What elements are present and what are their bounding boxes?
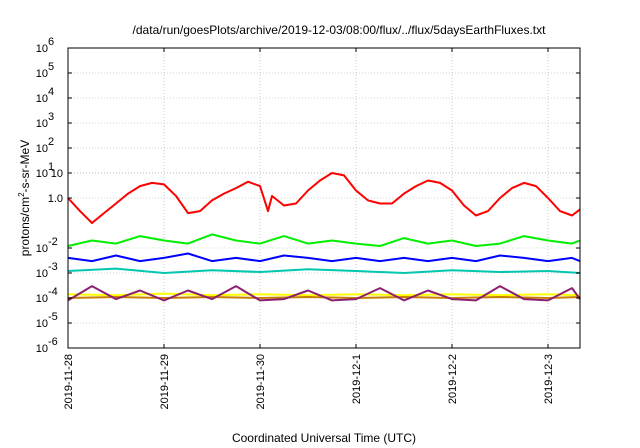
x-tick-label: 2019-11-28 [63,354,75,409]
y-tick-label: 10 [36,268,48,280]
y-tick-exponent: -4 [48,286,58,298]
y-tick-label: 10 [36,343,48,355]
y-axis-label-sup: 2 [17,192,26,197]
y-tick-exponent: 1 [48,161,54,173]
y-axis-label: protons/cm2-s-sr-MeV [17,140,32,256]
y-tick-exponent: 2 [48,136,54,148]
y-tick-label: 10 [36,293,48,305]
x-tick-label: 2019-12-1 [351,354,363,404]
y-tick-exponent: -5 [48,311,58,323]
chart-title: /data/run/goesPlots/archive/2019-12-03/0… [133,23,547,37]
y-tick-label: 10 [36,118,48,130]
x-axis-ticks: 2019-11-28 2019-11-29 2019-11-30 2019-12-1 2… [63,48,555,409]
y-tick-exponent: -2 [48,236,58,248]
y-tick-exponent: 4 [48,86,54,98]
y-tick-label: 10 [36,93,48,105]
x-tick-label: 2019-11-30 [255,354,267,409]
series-line-3 [67,252,581,263]
x-tick-label: 2019-12-3 [543,354,555,404]
series-line-5 [67,292,581,297]
y-tick-exponent: 3 [48,111,54,123]
series-line-1 [67,172,581,224]
y-tick-label: 10 [51,168,63,180]
y-axis-ticks: 10-610-510-410-310-210110210310410510610… [36,36,580,355]
series-line-4 [67,267,581,274]
y-tick-label: 10 [36,43,48,55]
x-tick-label: 2019-12-2 [447,354,459,404]
y-tick-label: 10 [36,168,48,180]
series-layer [67,172,581,302]
y-tick-label: 10 [36,318,48,330]
y-tick-label: 10 [36,143,48,155]
y-tick-exponent: 5 [48,61,54,73]
x-axis-label: Coordinated Universal Time (UTC) [232,431,416,445]
y-axis-label-base: protons/cm [18,197,32,256]
y-tick-exponent: -3 [48,261,58,273]
series-line-7 [67,285,581,302]
y-tick-label: 10 [36,68,48,80]
y-tick-exponent: -6 [48,336,58,348]
y-axis-label-tail: -s-sr-MeV [18,140,32,193]
y-tick-label: 1.0 [48,193,63,205]
series-line-2 [67,233,581,247]
y-tick-label: 10 [36,243,48,255]
x-tick-label: 2019-11-29 [159,354,171,409]
y-tick-exponent: 6 [48,36,54,48]
